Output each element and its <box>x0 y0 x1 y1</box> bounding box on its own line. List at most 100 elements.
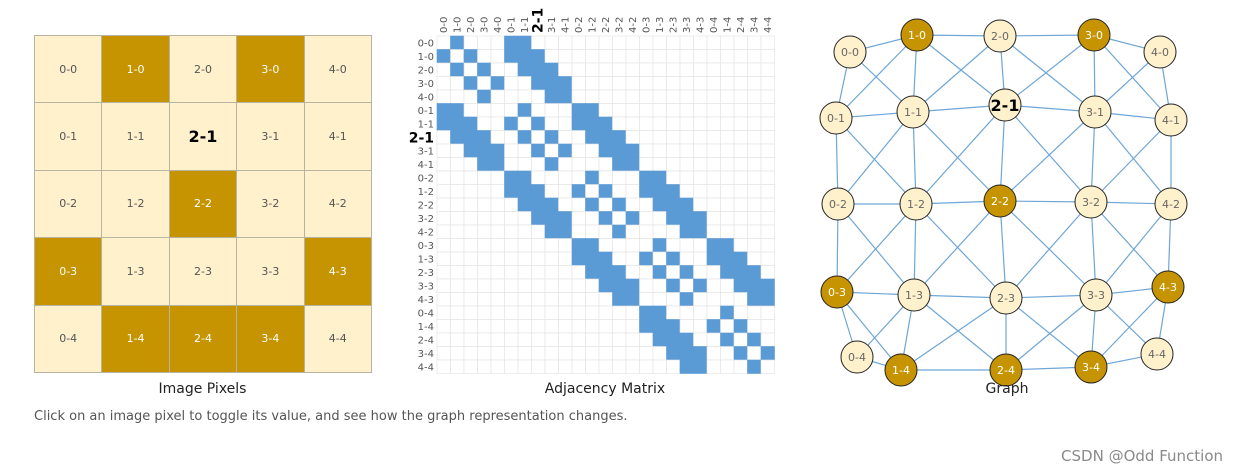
graph-node-circle-2-3 <box>989 281 1023 315</box>
matrix-col-label-1-2: 1-2 <box>587 17 598 33</box>
edge-0-1-1-2 <box>835 117 917 205</box>
matrix-col-label-2-2: 2-2 <box>601 17 612 33</box>
graph-node-0-1: 0-1 <box>819 101 853 135</box>
matrix-col-label-4-2: 4-2 <box>628 17 639 33</box>
graph-node-label-2-1: 2-1 <box>991 96 1020 115</box>
graph-node-circle-3-4 <box>1074 350 1108 384</box>
edge-2-1-1-2 <box>915 104 1006 205</box>
pixel-2-0[interactable]: 2-0 <box>168 35 238 104</box>
graph-node-2-4: 2-4 <box>989 353 1023 387</box>
graph-node-4-0: 4-0 <box>1143 35 1177 69</box>
matrix-row-label-3-4: 3-4 <box>418 349 434 360</box>
matrix-col-label-4-4: 4-4 <box>763 17 774 33</box>
pixel-1-0[interactable]: 1-0 <box>101 35 170 104</box>
edge-2-2-3-3 <box>999 200 1097 296</box>
graph-node-circle-2-2 <box>983 184 1017 218</box>
pixel-3-4[interactable]: 3-4 <box>236 304 305 373</box>
edge-3-1-4-2 <box>1094 111 1172 205</box>
graph-caption: Graph <box>985 381 1029 397</box>
matrix-col-label-1-4: 1-4 <box>722 17 733 33</box>
pixel-4-1[interactable]: 4-1 <box>303 102 372 171</box>
graph-node-label-0-1: 0-1 <box>827 112 845 125</box>
matrix-row-label-4-3: 4-3 <box>418 295 434 306</box>
graph-node-circle-0-4 <box>840 340 874 374</box>
edge-0-3-1-4 <box>836 291 902 371</box>
matrix-col-label-0-3: 0-3 <box>641 17 652 33</box>
matrix-col-label-3-2: 3-2 <box>614 17 625 33</box>
pixel-4-2[interactable]: 4-2 <box>303 169 372 239</box>
adjacency-matrix-caption: Adjacency Matrix <box>544 381 666 397</box>
edge-1-2-0-3 <box>836 203 917 293</box>
graph-node-label-2-3: 2-3 <box>997 292 1015 305</box>
pixel-4-4[interactable]: 4-4 <box>303 304 372 373</box>
edge-1-1-2-2 <box>912 111 1001 202</box>
matrix-row-label-3-0: 3-0 <box>418 79 434 90</box>
matrix-row-label-4-0: 4-0 <box>418 92 434 103</box>
edge-4-1-3-2 <box>1090 119 1172 203</box>
edge-3-0-2-1 <box>1004 34 1095 106</box>
matrix-row-label-0-2: 0-2 <box>418 173 434 184</box>
graph-node-circle-1-1 <box>896 95 930 129</box>
edge-1-0-0-1 <box>835 34 918 119</box>
graph-node-label-3-0: 3-0 <box>1085 29 1103 42</box>
pixel-3-1[interactable]: 3-1 <box>236 102 305 171</box>
matrix-row-label-0-4: 0-4 <box>418 308 434 319</box>
graph-node-3-4: 3-4 <box>1074 350 1108 384</box>
graph-node-2-1: 2-1 <box>988 88 1022 122</box>
pixel-2-2[interactable]: 2-2 <box>168 169 238 239</box>
graph-node-label-4-3: 4-3 <box>1159 281 1177 294</box>
graph-node-label-0-4: 0-4 <box>848 351 866 364</box>
graph-node-label-1-2: 1-2 <box>907 198 925 211</box>
pixel-4-0[interactable]: 4-0 <box>303 35 372 104</box>
pixel-0-0[interactable]: 0-0 <box>34 35 103 104</box>
pixel-1-4[interactable]: 1-4 <box>101 304 170 373</box>
graph-node-label-2-0: 2-0 <box>991 30 1009 43</box>
graph-node-4-3: 4-3 <box>1151 270 1185 304</box>
graph-node-circle-1-0 <box>900 18 934 52</box>
pixel-0-3[interactable]: 0-3 <box>34 237 103 306</box>
matrix-col-label-1-3: 1-3 <box>655 17 666 33</box>
graph-node-label-1-4: 1-4 <box>892 364 910 377</box>
matrix-row-label-2-4: 2-4 <box>418 335 434 346</box>
graph-node-circle-4-0 <box>1143 35 1177 69</box>
pixel-4-3[interactable]: 4-3 <box>303 237 372 306</box>
pixel-2-1[interactable]: 2-1 <box>168 102 238 171</box>
graph-node-1-4: 1-4 <box>884 353 918 387</box>
graph-node-1-0: 1-0 <box>900 18 934 52</box>
graph-node-circle-1-3 <box>897 278 931 312</box>
matrix-col-label-2-1: 2-1 <box>530 8 546 33</box>
graph-node-4-4: 4-4 <box>1140 337 1174 371</box>
graph-node-2-0: 2-0 <box>983 19 1017 53</box>
edge-2-2-1-3 <box>913 200 1001 296</box>
graph-node-circle-4-4 <box>1140 337 1174 371</box>
edge-1-1-0-2 <box>837 111 914 205</box>
pixel-0-2[interactable]: 0-2 <box>34 169 103 239</box>
graph-node-label-4-0: 4-0 <box>1151 46 1169 59</box>
graph-node-3-3: 3-3 <box>1079 278 1113 312</box>
graph-node-3-2: 3-2 <box>1074 185 1108 219</box>
graph-node-circle-0-1 <box>819 101 853 135</box>
matrix-row-label-2-3: 2-3 <box>418 268 434 279</box>
graph-node-label-4-4: 4-4 <box>1148 348 1166 361</box>
graph-node-4-2: 4-2 <box>1154 187 1188 221</box>
matrix-col-label-0-2: 0-2 <box>574 17 585 33</box>
edge-1-3-2-4 <box>913 294 1007 371</box>
pixel-2-3[interactable]: 2-3 <box>168 237 238 306</box>
pixel-1-1[interactable]: 1-1 <box>101 102 170 171</box>
graph-node-label-0-2: 0-2 <box>829 198 847 211</box>
pixel-2-4[interactable]: 2-4 <box>168 304 238 373</box>
graph-node-label-1-1: 1-1 <box>904 106 922 119</box>
graph-node-4-1: 4-1 <box>1154 103 1188 137</box>
matrix-col-label-2-0: 2-0 <box>466 17 477 33</box>
matrix-row-label-4-4: 4-4 <box>418 362 434 373</box>
edge-3-1-2-2 <box>999 111 1096 202</box>
pixel-1-2[interactable]: 1-2 <box>101 169 170 239</box>
matrix-col-label-2-3: 2-3 <box>668 17 679 33</box>
pixel-3-2[interactable]: 3-2 <box>236 169 305 239</box>
graph-node-circle-1-4 <box>884 353 918 387</box>
graph-node-label-3-4: 3-4 <box>1082 361 1100 374</box>
pixel-1-3[interactable]: 1-3 <box>101 237 170 306</box>
matrix-col-label-1-1: 1-1 <box>520 17 531 33</box>
matrix-row-label-4-2: 4-2 <box>418 227 434 238</box>
graph-node-3-0: 3-0 <box>1077 18 1111 52</box>
